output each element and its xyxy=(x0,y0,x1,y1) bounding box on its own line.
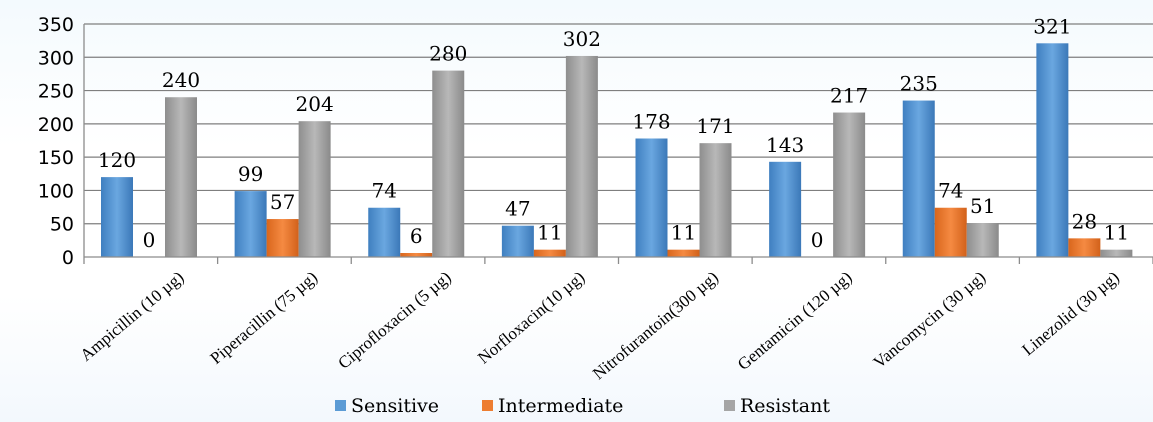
legend-label: Intermediate xyxy=(498,395,623,417)
data-label-intermediate: 0 xyxy=(143,228,156,252)
bar-resistant xyxy=(1100,249,1133,257)
data-label-intermediate: 11 xyxy=(537,221,562,245)
bars xyxy=(101,43,1133,258)
y-tick-label: 250 xyxy=(38,81,74,103)
y-tick-label: 350 xyxy=(38,14,74,36)
data-label-sensitive: 321 xyxy=(1033,14,1071,38)
bar-intermediate xyxy=(533,249,566,257)
bar-intermediate xyxy=(400,253,433,257)
bar-sensitive xyxy=(1036,43,1069,258)
bar-resistant xyxy=(833,112,866,257)
legend-swatch xyxy=(482,400,493,411)
bar-resistant xyxy=(432,70,465,257)
data-labels: 120 99 74 47 178 143 235 321 0 57 6 11 11 0 74 28 240 204… xyxy=(98,14,1129,252)
data-label-sensitive: 120 xyxy=(98,148,136,172)
data-label-sensitive: 235 xyxy=(900,72,938,96)
x-category-label: Gentamicin (120 µg) xyxy=(734,268,856,374)
y-axis: 0 50 100 150 200 250 300 350 xyxy=(38,14,85,269)
data-label-resistant: 302 xyxy=(563,27,601,51)
bar-resistant xyxy=(298,121,331,258)
bar-resistant xyxy=(966,223,999,257)
y-tick-label: 200 xyxy=(38,114,74,136)
data-label-sensitive: 47 xyxy=(505,197,530,221)
y-tick-label: 50 xyxy=(50,214,74,236)
bar-sensitive xyxy=(101,177,133,257)
bar-sensitive xyxy=(769,161,802,257)
data-label-resistant: 204 xyxy=(296,92,334,116)
data-label-intermediate: 0 xyxy=(811,228,824,252)
bar-sensitive xyxy=(635,138,668,257)
data-label-sensitive: 143 xyxy=(766,133,804,157)
bar-resistant xyxy=(165,97,197,257)
legend-label: Resistant xyxy=(740,395,830,417)
legend-item-intermediate: Intermediate xyxy=(482,395,623,417)
bar-sensitive xyxy=(234,191,267,257)
data-label-intermediate: 57 xyxy=(270,190,295,214)
legend: Sensitive Intermediate Resistant xyxy=(335,395,830,417)
legend-item-sensitive: Sensitive xyxy=(335,395,439,417)
y-tick-label: 100 xyxy=(38,180,74,202)
legend-label: Sensitive xyxy=(351,395,439,417)
bar-intermediate xyxy=(667,249,700,257)
data-label-intermediate: 74 xyxy=(938,179,963,203)
x-category-label: Piperacillin (75 µg) xyxy=(207,268,321,368)
bar-intermediate xyxy=(934,207,967,257)
legend-item-resistant: Resistant xyxy=(724,395,830,417)
bar-intermediate xyxy=(1068,238,1101,257)
x-category-label: Ampicillin (10 µg) xyxy=(77,268,188,365)
data-label-intermediate: 28 xyxy=(1072,209,1097,233)
x-category-label: Norfloxacin(10 µg) xyxy=(474,268,588,368)
data-label-resistant: 51 xyxy=(970,194,995,218)
y-tick-label: 150 xyxy=(38,147,74,169)
gridlines xyxy=(84,23,1153,225)
legend-swatch xyxy=(724,400,735,411)
bar-resistant xyxy=(565,55,598,257)
data-label-sensitive: 99 xyxy=(238,162,263,186)
x-category-label: Linezolid (30 µg) xyxy=(1018,268,1122,360)
data-label-resistant: 280 xyxy=(429,42,467,66)
data-label-resistant: 171 xyxy=(696,114,734,138)
data-label-resistant: 11 xyxy=(1104,221,1129,245)
legend-swatch xyxy=(335,400,346,411)
x-category-label: Nitrofurantoin(300 µg) xyxy=(589,268,722,384)
data-label-intermediate: 11 xyxy=(671,221,696,245)
y-tick-label: 300 xyxy=(38,47,74,69)
data-label-sensitive: 178 xyxy=(632,110,670,134)
data-label-resistant: 217 xyxy=(830,84,868,108)
bar-intermediate xyxy=(266,219,299,257)
x-axis: Ampicillin (10 µg) Piperacillin (75 µg) Ci… xyxy=(77,256,1153,384)
bar-sensitive xyxy=(902,100,935,257)
bar-sensitive xyxy=(501,225,534,257)
bar-resistant xyxy=(699,143,732,257)
data-label-intermediate: 6 xyxy=(410,224,423,248)
data-label-sensitive: 74 xyxy=(372,179,397,203)
x-category-label: Vancomycin (30 µg) xyxy=(870,268,990,373)
data-label-resistant: 240 xyxy=(162,68,200,92)
y-tick-label: 0 xyxy=(62,247,74,269)
x-category-label: Ciprofloxacin (5 µg) xyxy=(334,268,454,373)
bar-sensitive xyxy=(368,207,401,257)
